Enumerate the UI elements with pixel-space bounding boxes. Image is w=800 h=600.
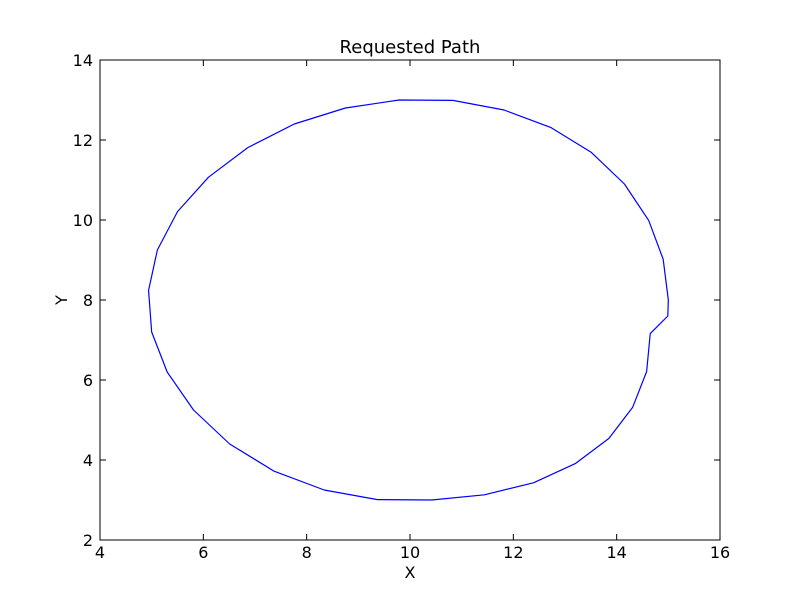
y-tick-label: 12 [73,131,93,150]
x-tick-label: 10 [400,543,420,562]
x-tick-label: 6 [198,543,208,562]
x-tick-label: 14 [606,543,626,562]
x-tick-label: 4 [95,543,105,562]
y-axis-label: Y [52,295,71,306]
x-axis-label: X [405,563,416,582]
y-tick-label: 14 [73,51,93,70]
plot-area [147,99,669,501]
x-tick-label: 16 [710,543,730,562]
series-line-1 [147,99,669,501]
y-tick-label: 6 [83,371,93,390]
x-tick-label: 12 [503,543,523,562]
y-tick-label: 10 [73,211,93,230]
y-tick-label: 4 [83,451,93,470]
y-tick-label: 2 [83,531,93,550]
y-tick-label: 8 [83,291,93,310]
x-tick-label: 8 [302,543,312,562]
chart-title: Requested Path [340,37,481,58]
